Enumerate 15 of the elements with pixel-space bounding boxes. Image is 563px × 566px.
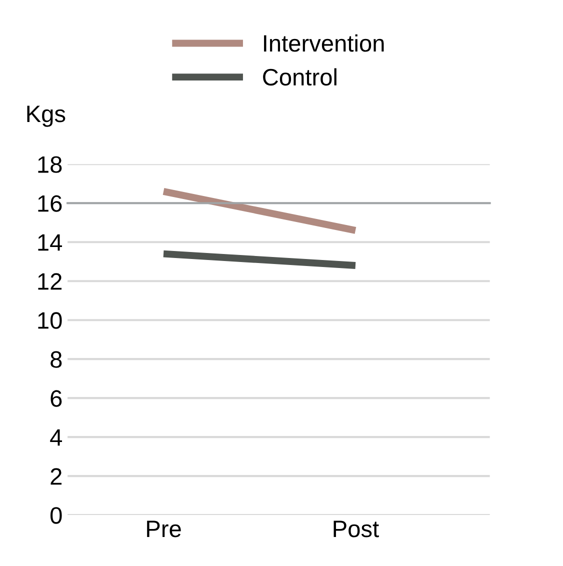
x-tick-label: Pre xyxy=(147,520,181,538)
y-tick-label: 6 xyxy=(50,390,62,407)
y-tick-label: 14 xyxy=(38,234,62,251)
y-tick-label: 0 xyxy=(50,507,62,524)
legend-label: Intervention xyxy=(264,34,384,52)
y-tick-label: 10 xyxy=(38,312,62,329)
y-axis-title: Kgs xyxy=(27,106,66,127)
x-tick-label: Post xyxy=(334,520,379,538)
y-tick-label: 12 xyxy=(38,273,62,290)
y-tick-label: 16 xyxy=(38,195,62,212)
y-tick-label: 2 xyxy=(50,468,62,485)
y-tick-label: 8 xyxy=(50,351,62,368)
legend-label: Control xyxy=(263,68,336,86)
y-tick-label: 4 xyxy=(50,429,62,446)
y-tick-label: 18 xyxy=(38,156,62,173)
